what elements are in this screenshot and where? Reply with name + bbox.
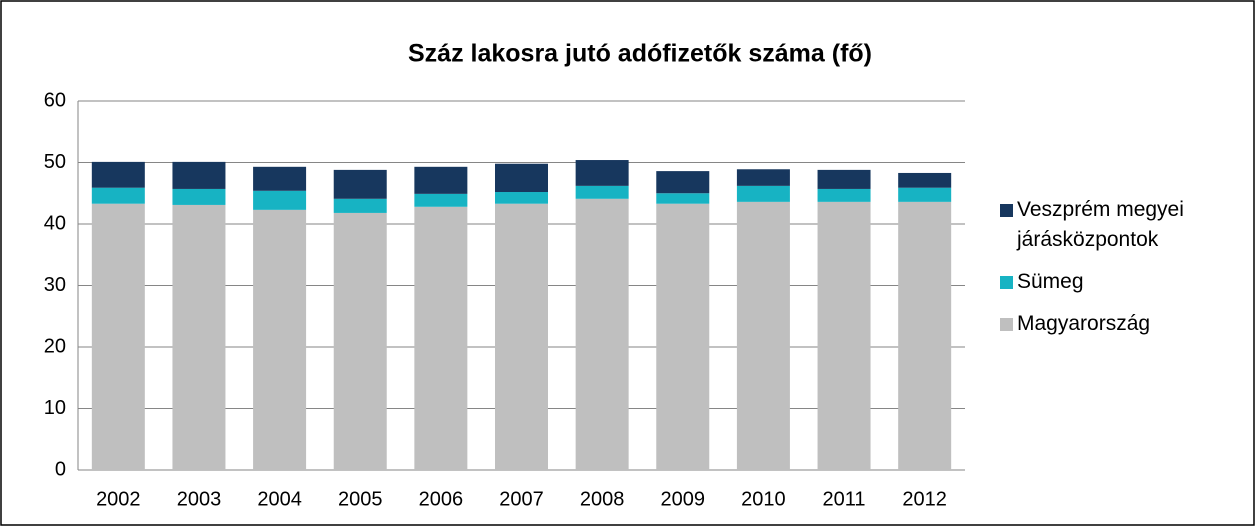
bar-segment (91, 187, 145, 204)
legend-label: Sümeg (1017, 270, 1084, 293)
legend: Veszprém megyei járásközpontok Sümeg Magya… (1000, 195, 1240, 351)
legend-item: Magyarország (1000, 309, 1240, 339)
chart-title: Száz lakosra jutó adófizetők száma (fő) (408, 40, 872, 68)
bar-segment (898, 187, 952, 202)
bar-segment (817, 169, 871, 189)
legend-label: Veszprém megyei járásközpontok (1017, 198, 1184, 251)
bar-segment (91, 161, 145, 188)
bar-segment (898, 172, 952, 188)
legend-item: Sümeg (1000, 267, 1240, 297)
x-tick-label: 2004 (257, 488, 302, 510)
bar-segment (414, 193, 468, 207)
bar-segment (495, 203, 548, 470)
y-tick-label: 20 (44, 335, 66, 357)
bar-segment (898, 201, 952, 471)
bar-segment (495, 163, 548, 193)
bar-segment (736, 201, 790, 471)
x-tick-label: 2003 (177, 488, 222, 510)
bar-segment (736, 169, 790, 186)
x-tick-label: 2006 (419, 488, 464, 510)
bar-segment (333, 212, 387, 470)
bar-segment (414, 166, 468, 194)
bar-segment (172, 161, 226, 189)
x-tick-label: 2012 (902, 488, 947, 510)
y-tick-label: 10 (44, 397, 66, 419)
bar-segment (333, 198, 387, 213)
legend-swatch (1000, 204, 1013, 217)
x-tick-label: 2010 (741, 488, 786, 510)
bar-segment (575, 198, 629, 470)
y-tick-label: 0 (55, 458, 66, 480)
legend-label: Magyarország (1017, 312, 1151, 335)
bar-segment (575, 160, 629, 186)
x-tick-label: 2002 (96, 488, 141, 510)
bar-segment (656, 171, 710, 194)
bar-segment (817, 201, 871, 471)
legend-swatch (1000, 276, 1013, 289)
bar-segment (817, 188, 871, 202)
bar-segment (253, 166, 307, 191)
x-tick-label: 2009 (661, 488, 706, 510)
bar-segment (656, 203, 710, 470)
bar-segment (253, 190, 307, 210)
bar-segment (91, 203, 145, 470)
y-tick-label: 50 (44, 151, 66, 173)
bar-segment (172, 204, 226, 470)
y-tick-label: 30 (44, 274, 66, 296)
x-tick-label: 2007 (499, 488, 544, 510)
x-tick-label: 2011 (823, 488, 866, 510)
y-tick-label: 60 (44, 89, 66, 111)
bar-segment (736, 185, 790, 202)
bar-segment (253, 209, 307, 471)
bar-segment (333, 169, 387, 199)
bar-segment (495, 192, 548, 204)
bar-segment (414, 206, 468, 470)
legend-item: Veszprém megyei járásközpontok (1000, 195, 1240, 255)
bar-segment (656, 193, 710, 204)
x-tick-label: 2008 (580, 488, 625, 510)
bar-segment (575, 185, 629, 199)
x-tick-label: 2005 (338, 488, 383, 510)
y-tick-label: 40 (44, 212, 66, 234)
bar-segment (172, 188, 226, 205)
legend-swatch (1000, 318, 1013, 331)
